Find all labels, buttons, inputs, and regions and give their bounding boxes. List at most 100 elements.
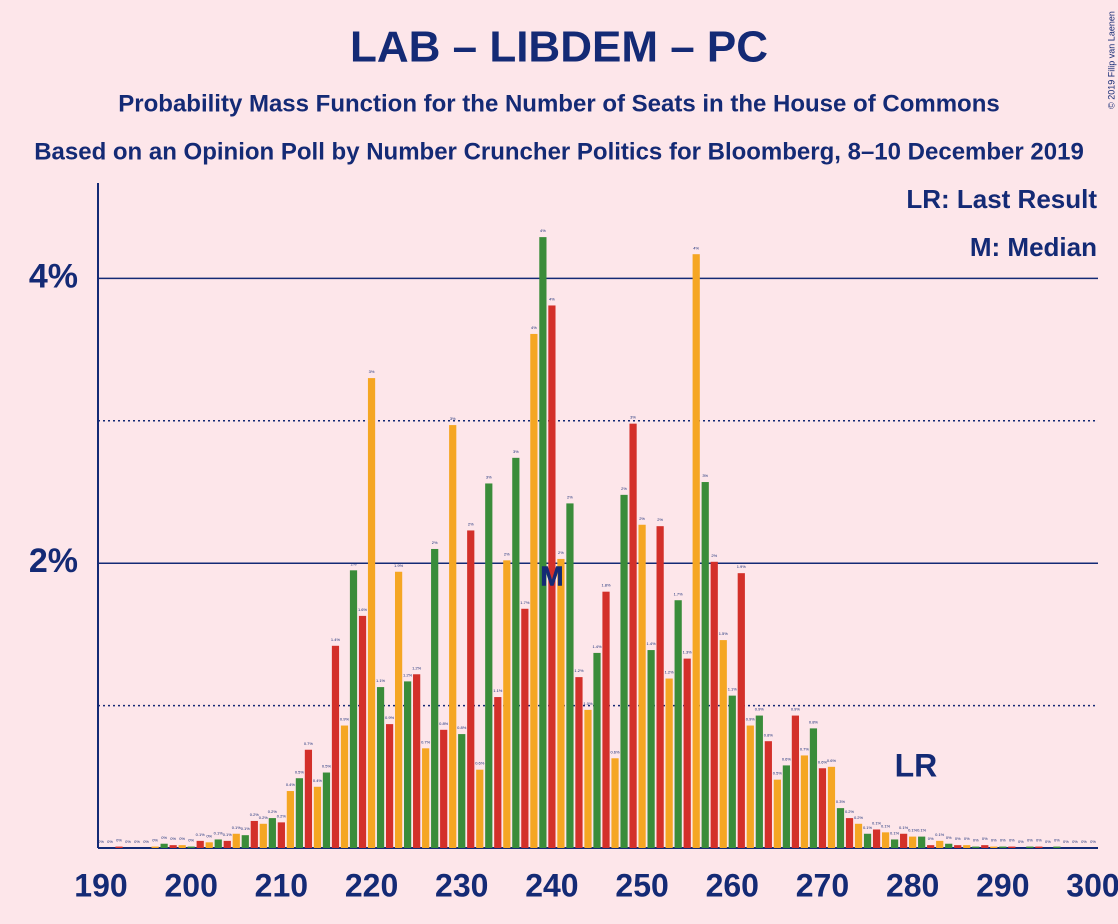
value-label: 2% [351, 561, 357, 566]
bar [692, 254, 700, 848]
value-label: 0.8% [764, 732, 774, 737]
bar [1026, 846, 1034, 848]
value-label: 0% [991, 838, 997, 843]
value-label: 1.3% [683, 650, 693, 655]
bar [232, 833, 240, 848]
bar [241, 835, 249, 848]
value-label: 3% [369, 369, 375, 374]
value-label: 0.9% [385, 715, 395, 720]
value-label: 0% [1063, 839, 1069, 844]
value-label: 0% [98, 839, 104, 844]
value-label: 1.0% [583, 701, 593, 706]
bar [268, 818, 276, 848]
value-label: 0.1% [241, 826, 251, 831]
bar [358, 615, 367, 848]
chart-subtitle: Probability Mass Function for the Number… [118, 90, 999, 117]
bar [494, 697, 502, 848]
bar [972, 846, 980, 848]
value-label: 1.9% [737, 564, 747, 569]
bar [683, 658, 691, 848]
value-label: 1.4% [331, 637, 341, 642]
bar [521, 608, 529, 848]
value-label: 1.1% [728, 687, 738, 692]
value-label: 0% [152, 838, 158, 843]
source-line: Based on an Opinion Poll by Number Crunc… [34, 138, 1084, 165]
value-label: 0% [1054, 838, 1060, 843]
bar [827, 766, 836, 848]
x-tick-label: 220 [345, 867, 398, 903]
value-label: 1.6% [358, 607, 368, 612]
bar [340, 725, 349, 848]
value-label: 0% [125, 839, 131, 844]
bar [196, 840, 204, 848]
value-label: 0% [1009, 838, 1015, 843]
value-label: 2% [657, 517, 663, 522]
bar [593, 652, 601, 848]
value-label: 0.7% [421, 739, 431, 744]
x-tick-label: 290 [976, 867, 1029, 903]
value-label: 0% [188, 838, 194, 843]
value-label: 0% [161, 835, 167, 840]
value-label: 0.8% [809, 719, 819, 724]
value-label: 0.6% [818, 759, 828, 764]
bar [1053, 846, 1061, 848]
bar [737, 573, 745, 848]
bar [413, 674, 421, 848]
legend-entry: LR: Last Result [906, 184, 1097, 214]
bar [530, 333, 538, 849]
value-label: 1.1% [376, 678, 386, 683]
value-label: 0.1% [872, 821, 882, 826]
bar [331, 645, 340, 848]
bar [151, 846, 159, 848]
bar [385, 724, 394, 848]
bar [187, 846, 195, 848]
value-label: 1.2% [665, 670, 675, 675]
copyright: © 2019 Filip van Laenen [1106, 11, 1116, 109]
value-label: 1.1% [493, 688, 503, 693]
bar [304, 749, 313, 848]
bar [719, 640, 727, 848]
value-label: 4% [531, 325, 537, 330]
value-label: 0.2% [259, 815, 269, 820]
x-tick-label: 280 [886, 867, 939, 903]
value-label: 0.4% [286, 782, 296, 787]
value-label: 0.1% [232, 825, 242, 830]
bar [467, 530, 475, 848]
bar [881, 832, 890, 848]
value-label: 0.5% [295, 769, 305, 774]
bar [223, 840, 231, 848]
value-label: 0.8% [439, 721, 449, 726]
value-label: 0.1% [223, 832, 233, 837]
value-label: 0% [116, 838, 122, 843]
value-label: 4% [693, 245, 699, 250]
bar [638, 524, 646, 848]
value-label: 0% [946, 835, 952, 840]
bar [449, 425, 457, 848]
median-marker: M [540, 560, 563, 591]
value-label: 0% [1036, 838, 1042, 843]
value-label: 0.1% [881, 823, 891, 828]
x-tick-label: 190 [74, 867, 127, 903]
value-label: 0% [1045, 839, 1051, 844]
x-tick-label: 240 [525, 867, 578, 903]
value-label: 1.7% [520, 600, 530, 605]
value-label: 0% [1072, 839, 1078, 844]
value-label: 1.9% [394, 563, 404, 568]
value-label: 0.9% [791, 707, 801, 712]
bar [295, 778, 304, 848]
value-label: 0.1% [196, 832, 206, 837]
bar [674, 600, 682, 848]
bar [160, 843, 168, 848]
bar [250, 820, 258, 848]
value-label: 0.1% [863, 825, 873, 830]
value-label: 3% [702, 473, 708, 478]
value-label: 0% [1027, 838, 1033, 843]
bar [945, 843, 953, 848]
bar [349, 570, 358, 848]
bar [440, 729, 448, 848]
bar [963, 845, 971, 848]
bar [773, 779, 781, 848]
value-label: 3% [630, 415, 636, 420]
bar [936, 840, 944, 848]
value-label: 0.2% [845, 809, 855, 814]
